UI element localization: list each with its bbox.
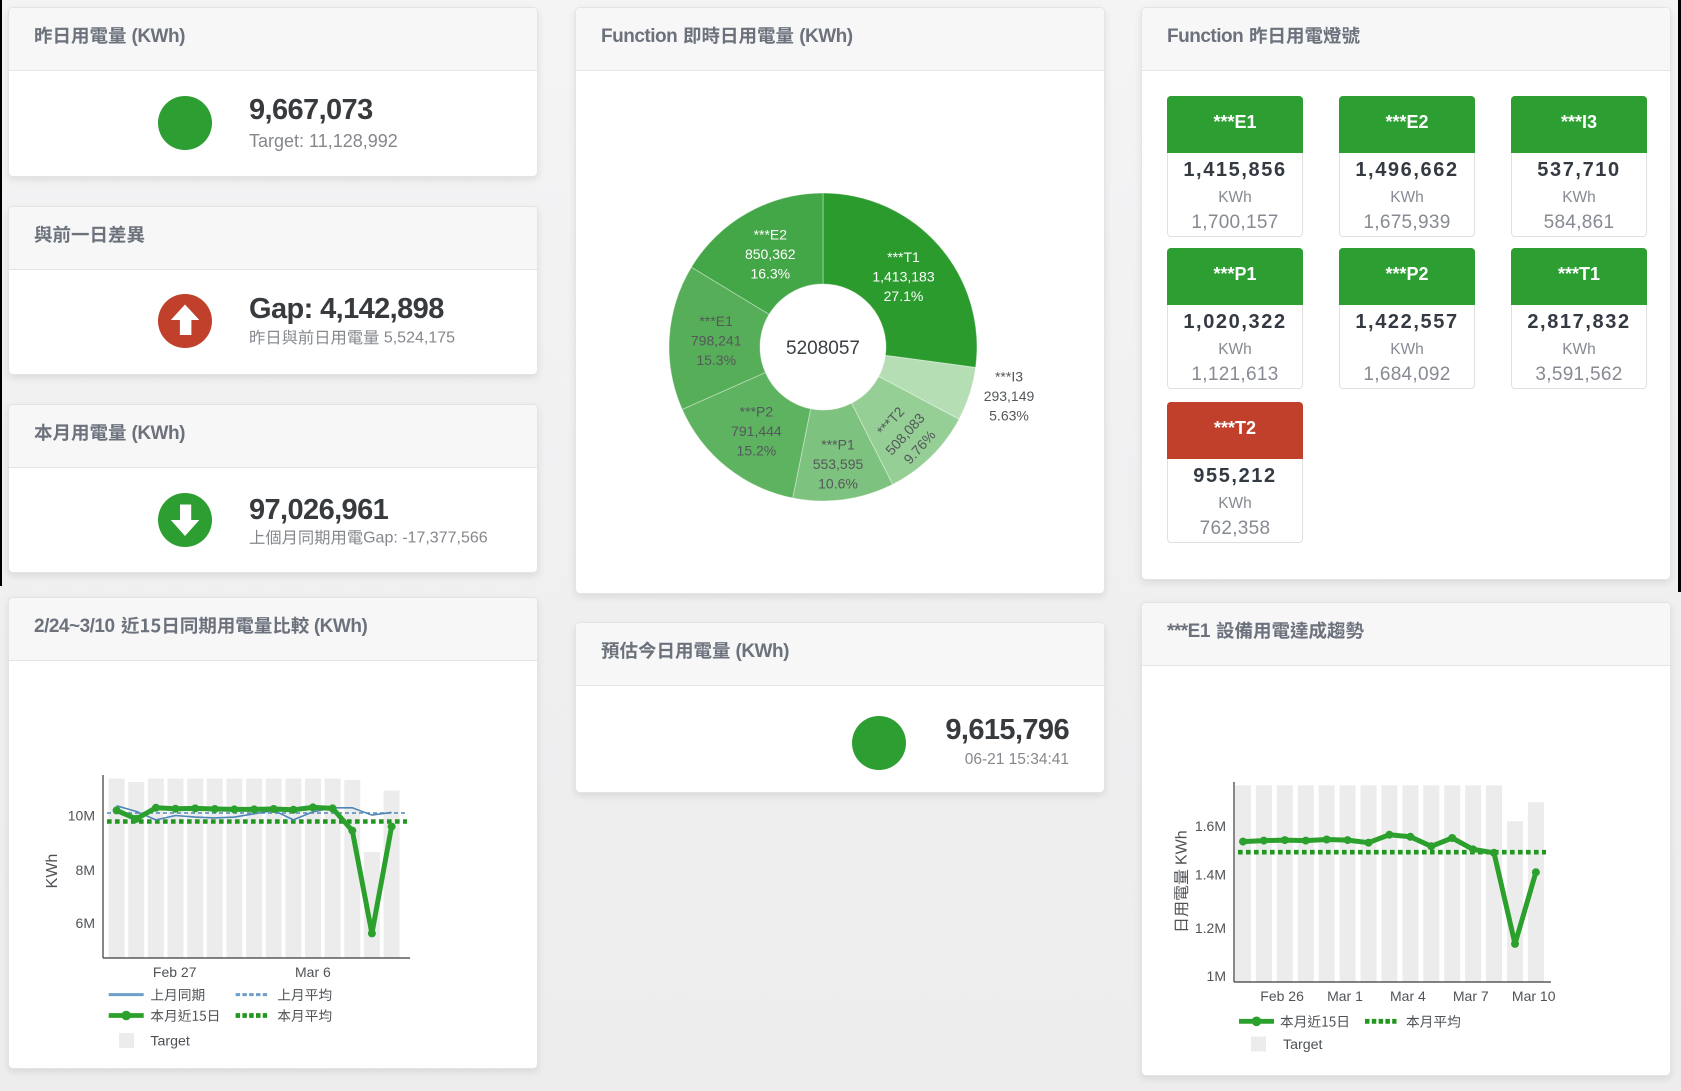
svg-text:Mar 7: Mar 7 bbox=[1453, 988, 1489, 1004]
svg-text:***E2: ***E2 bbox=[754, 226, 788, 242]
svg-text:1,413,183: 1,413,183 bbox=[872, 269, 934, 285]
svg-text:***P2: ***P2 bbox=[740, 403, 774, 419]
svg-text:KWh: KWh bbox=[1174, 830, 1191, 865]
svg-text:10M: 10M bbox=[68, 808, 95, 824]
svg-text:KWh: KWh bbox=[44, 854, 61, 889]
svg-text:791,444: 791,444 bbox=[731, 423, 782, 439]
svg-text:6M: 6M bbox=[76, 915, 95, 931]
svg-text:***P1: ***P1 bbox=[821, 437, 855, 453]
svg-text:798,241: 798,241 bbox=[691, 333, 742, 349]
svg-text:Target: Target bbox=[1283, 1037, 1322, 1053]
svg-text:***E1: ***E1 bbox=[699, 313, 733, 329]
svg-text:***T1: ***T1 bbox=[887, 249, 920, 265]
svg-text:Mar 6: Mar 6 bbox=[295, 964, 331, 980]
svg-text:553,595: 553,595 bbox=[813, 456, 864, 472]
svg-text:293,149: 293,149 bbox=[984, 388, 1035, 404]
svg-text:Feb 26: Feb 26 bbox=[1260, 988, 1304, 1004]
svg-text:5.63%: 5.63% bbox=[989, 408, 1029, 424]
svg-text:27.1%: 27.1% bbox=[884, 288, 924, 304]
svg-text:1.2M: 1.2M bbox=[1195, 920, 1226, 936]
svg-text:5208057: 5208057 bbox=[786, 338, 860, 359]
svg-text:Feb 27: Feb 27 bbox=[153, 964, 197, 980]
svg-text:8M: 8M bbox=[76, 862, 95, 878]
svg-text:15.3%: 15.3% bbox=[696, 352, 736, 368]
svg-text:Mar 10: Mar 10 bbox=[1512, 988, 1556, 1004]
svg-text:***I3: ***I3 bbox=[995, 369, 1023, 385]
svg-text:15.2%: 15.2% bbox=[737, 442, 777, 458]
svg-text:1M: 1M bbox=[1207, 968, 1226, 984]
svg-text:Mar 4: Mar 4 bbox=[1390, 988, 1426, 1004]
svg-text:16.3%: 16.3% bbox=[750, 265, 790, 281]
svg-text:1.4M: 1.4M bbox=[1195, 866, 1226, 882]
svg-text:10.6%: 10.6% bbox=[818, 476, 858, 492]
svg-text:Mar 1: Mar 1 bbox=[1327, 988, 1363, 1004]
svg-text:1.6M: 1.6M bbox=[1195, 818, 1226, 834]
svg-text:Target: Target bbox=[150, 1033, 189, 1049]
svg-text:850,362: 850,362 bbox=[745, 246, 796, 262]
